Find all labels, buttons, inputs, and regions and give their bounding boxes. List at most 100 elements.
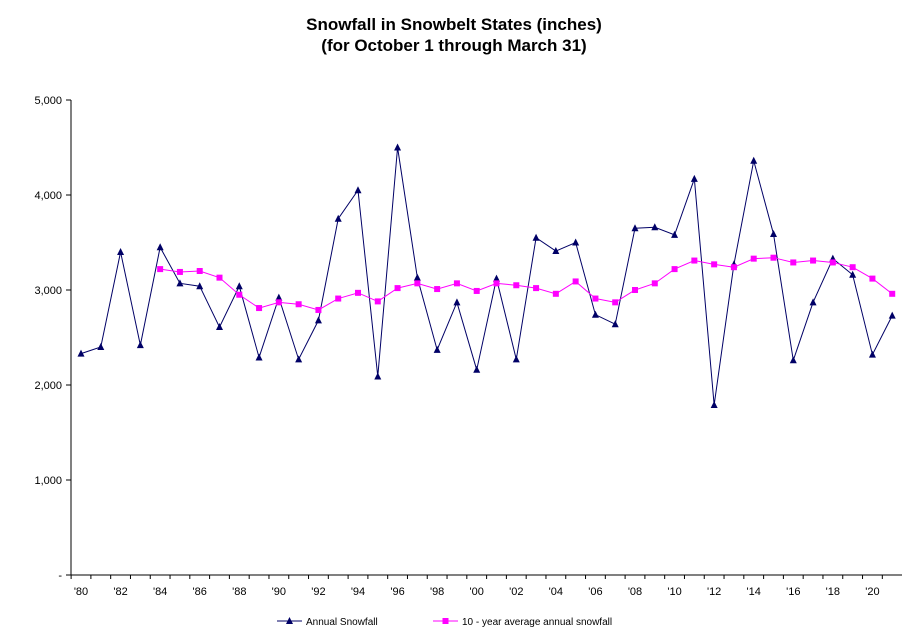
data-point-square (335, 295, 342, 302)
data-point-square (829, 259, 836, 266)
data-point-square (533, 285, 540, 292)
x-tick-label: '82 (113, 586, 127, 598)
x-tick-label: '08 (628, 586, 642, 598)
data-point-square (394, 285, 401, 292)
data-point-triangle (394, 143, 402, 151)
data-point-triangle (453, 298, 461, 306)
y-tick-label: 1,000 (34, 475, 62, 487)
data-point-triangle (117, 248, 125, 255)
y-axis-ticks: - 1,000 2,000 3,000 4,000 5,000 (34, 95, 71, 582)
data-point-square (889, 290, 896, 297)
x-tick-label: '02 (509, 586, 523, 598)
legend-label: 10 - year average annual snowfall (462, 617, 612, 628)
data-point-square (315, 306, 322, 313)
legend-marker-triangle (286, 617, 293, 624)
x-axis-ticks: '80 '82 '84 '86 '88 '90 '92 '94 '96 '98 '00 '02 '04 '… (70, 575, 883, 598)
data-point-square (711, 261, 718, 268)
data-point-triangle (512, 355, 520, 363)
legend-marker-square (442, 618, 449, 624)
legend-label: Annual Snowfall (306, 617, 378, 628)
data-point-square (493, 280, 500, 287)
data-point-triangle (750, 156, 758, 164)
series-line (80, 147, 893, 406)
data-point-triangle (433, 345, 441, 353)
data-point-triangle (532, 233, 540, 241)
series-line (160, 257, 893, 311)
data-point-triangle (295, 355, 303, 363)
data-point-triangle (651, 223, 659, 231)
x-tick-label: '00 (470, 586, 484, 598)
x-tick-label: '20 (865, 586, 879, 598)
x-tick-label: '18 (826, 586, 840, 598)
data-point-triangle (275, 293, 283, 301)
data-point-triangle (176, 279, 184, 287)
data-point-square (513, 282, 520, 289)
chart-legend: Annual Snowfall 10 - year average annual … (277, 617, 612, 628)
data-point-triangle (354, 186, 362, 194)
x-tick-label: '88 (232, 586, 246, 598)
series-layer (77, 143, 896, 408)
chart-axes (70, 100, 902, 576)
x-tick-label: '96 (390, 586, 404, 598)
y-tick-label: - (58, 570, 62, 582)
data-point-square (552, 290, 559, 297)
data-point-triangle (235, 282, 243, 290)
y-tick-label: 5,000 (34, 95, 62, 107)
data-point-square (176, 268, 183, 275)
data-point-triangle (591, 310, 599, 318)
data-point-square (849, 264, 856, 271)
data-point-triangle (690, 174, 698, 182)
data-point-square (869, 275, 876, 282)
data-point-triangle (493, 274, 500, 282)
x-tick-label: '10 (667, 586, 681, 598)
data-point-square (612, 299, 619, 306)
data-point-square (750, 255, 757, 262)
data-point-square (770, 254, 777, 261)
data-point-square (473, 287, 480, 294)
y-tick-label: 4,000 (34, 190, 62, 202)
data-point-square (256, 305, 263, 312)
data-point-triangle (473, 365, 481, 373)
data-point-triangle (77, 349, 85, 357)
data-point-triangle (334, 214, 342, 222)
y-tick-label: 3,000 (34, 285, 62, 297)
data-point-triangle (255, 353, 263, 361)
chart-title-block: Snowfall in Snowbelt States (inches) (fo… (0, 14, 908, 56)
data-point-triangle (611, 320, 619, 328)
x-tick-label: '04 (549, 586, 563, 598)
data-point-triangle (374, 372, 382, 380)
x-tick-label: '94 (351, 586, 365, 598)
data-point-triangle (849, 270, 857, 278)
legend-item: 10 - year average annual snowfall (433, 617, 612, 628)
data-point-triangle (671, 230, 679, 238)
data-point-square (236, 291, 243, 298)
data-point-triangle (809, 298, 817, 306)
chart-title: Snowfall in Snowbelt States (inches) (306, 15, 602, 34)
data-point-triangle (710, 400, 718, 408)
data-point-square (592, 295, 599, 302)
chart-subtitle: (for October 1 through March 31) (321, 36, 587, 55)
data-point-triangle (136, 341, 144, 349)
x-tick-label: '16 (786, 586, 800, 598)
data-point-square (275, 299, 282, 306)
data-point-triangle (770, 229, 777, 237)
x-tick-label: '84 (153, 586, 167, 598)
data-point-triangle (314, 316, 322, 324)
data-point-triangle (888, 311, 896, 319)
data-point-square (790, 259, 797, 266)
legend-item: Annual Snowfall (277, 617, 378, 628)
data-point-triangle (413, 273, 421, 281)
data-point-triangle (156, 243, 164, 251)
x-tick-label: '86 (193, 586, 207, 598)
x-tick-label: '06 (588, 586, 602, 598)
data-point-square (671, 266, 678, 273)
series-annual-snowfall (77, 143, 896, 408)
data-point-square (295, 301, 302, 308)
x-tick-label: '80 (74, 586, 88, 598)
x-tick-label: '14 (747, 586, 761, 598)
data-point-triangle (196, 282, 204, 290)
data-point-triangle (789, 356, 797, 364)
data-point-triangle (552, 247, 560, 255)
series-ten-year-average (157, 254, 896, 313)
